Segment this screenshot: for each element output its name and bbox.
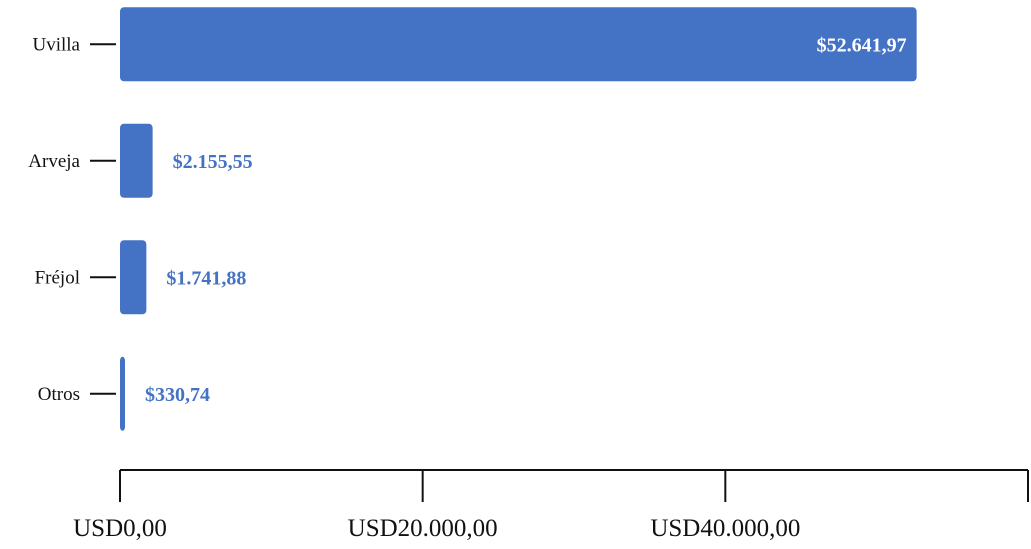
value-label: $52.641,97 [817,34,907,56]
bar-fr-jol [120,240,146,314]
category-label: Arveja [28,151,80,172]
x-tick-label: USD0,00 [73,515,167,542]
x-tick-label: USD20.000,00 [348,515,498,542]
bars-group [120,7,917,431]
category-label: Fréjol [35,267,80,288]
category-label: Otros [38,384,80,405]
bar-arveja [120,124,153,198]
value-label: $1.741,88 [166,267,246,289]
bar-otros [120,357,125,431]
value-axis: USD0,00 USD20.000,00 USD40.000,00 [73,470,1028,542]
value-label: $2.155,55 [173,151,253,173]
value-label: $330,74 [145,384,210,406]
value-labels-group: $52.641,97 $2.155,55 $1.741,88 $330,74 [145,34,907,406]
category-axis: Uvilla Arveja Fréjol Otros [28,34,116,405]
category-label: Uvilla [33,34,81,55]
bar-uvilla [120,7,917,81]
x-tick-label: USD40.000,00 [650,515,800,542]
